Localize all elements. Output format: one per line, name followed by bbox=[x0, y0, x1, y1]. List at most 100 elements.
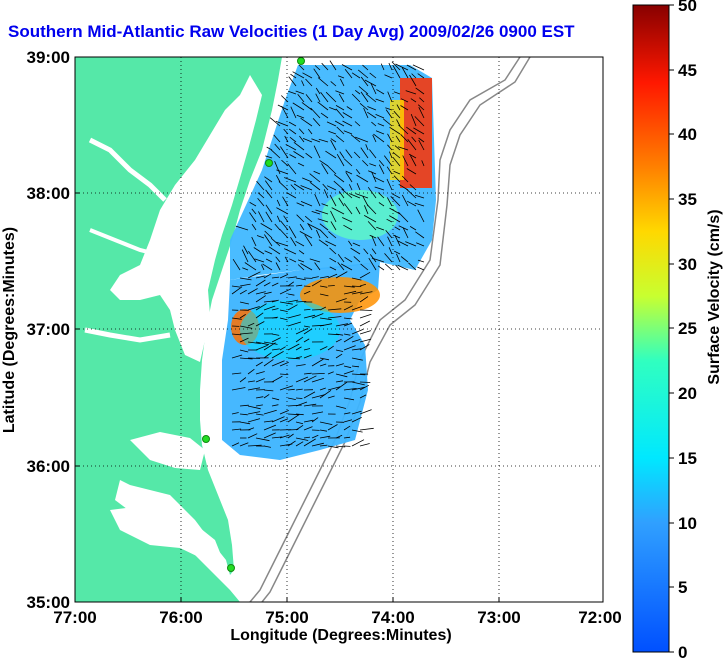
velocity-arrow bbox=[314, 262, 321, 271]
velocity-arrow bbox=[353, 151, 361, 159]
velocity-arrow bbox=[335, 271, 348, 279]
velocity-arrow bbox=[345, 170, 353, 175]
velocity-arrow bbox=[255, 371, 265, 375]
velocity-arrow bbox=[263, 273, 272, 279]
velocity-arrow bbox=[303, 403, 317, 407]
velocity-arrow bbox=[359, 291, 373, 295]
y-tick-label: 38:00 bbox=[27, 184, 70, 203]
velocity-arrow bbox=[359, 427, 374, 431]
velocity-arrow bbox=[311, 279, 322, 287]
velocity-arrow bbox=[287, 321, 302, 327]
velocity-arrow bbox=[330, 139, 337, 151]
velocity-arrow bbox=[239, 332, 253, 335]
velocity-arrow bbox=[319, 223, 329, 231]
velocity-arrow bbox=[239, 301, 249, 305]
velocity-arrow bbox=[289, 136, 297, 143]
velocity-arrow bbox=[392, 193, 401, 199]
velocity-arrow bbox=[319, 389, 332, 399]
velocity-arrow bbox=[414, 194, 425, 199]
velocity-arrow bbox=[249, 212, 257, 223]
velocity-arrow bbox=[289, 258, 297, 263]
velocity-arrow bbox=[239, 349, 249, 353]
velocity-arrow bbox=[271, 337, 281, 343]
velocity-arrow bbox=[307, 128, 313, 135]
velocity-arrow bbox=[263, 352, 272, 359]
velocity-arrow bbox=[288, 128, 297, 135]
velocity-arrow bbox=[342, 120, 353, 127]
velocity-arrow bbox=[335, 333, 344, 336]
velocity-arrow bbox=[287, 314, 301, 319]
velocity-arrow bbox=[349, 193, 361, 199]
velocity-arrow bbox=[290, 184, 297, 191]
velocity-arrow bbox=[325, 240, 337, 247]
x-tick-label: 74:00 bbox=[371, 608, 414, 627]
velocity-arrow bbox=[258, 211, 265, 223]
velocity-arrow bbox=[263, 341, 278, 345]
velocity-arrow bbox=[327, 386, 341, 391]
velocity-arrow bbox=[290, 73, 297, 79]
velocity-arrow bbox=[335, 323, 348, 327]
velocity-arrow bbox=[321, 203, 329, 207]
velocity-arrow bbox=[366, 204, 377, 215]
velocity-arrow bbox=[265, 211, 273, 223]
velocity-arrow bbox=[353, 256, 361, 263]
velocity-arrow bbox=[363, 248, 369, 255]
velocity-arrow bbox=[255, 341, 269, 346]
velocity-arrow bbox=[386, 166, 393, 175]
velocity-arrow bbox=[396, 104, 401, 111]
velocity-arrow bbox=[257, 192, 265, 199]
velocity-arrow bbox=[385, 229, 393, 239]
velocity-arrow bbox=[350, 247, 361, 255]
velocity-arrow bbox=[265, 189, 273, 199]
velocity-arrow bbox=[301, 102, 313, 111]
velocity-arrow bbox=[369, 72, 377, 79]
velocity-arrow bbox=[367, 106, 377, 111]
velocity-arrow bbox=[295, 364, 306, 367]
velocity-arrow bbox=[281, 95, 289, 103]
velocity-arrow bbox=[371, 248, 377, 255]
velocity-arrow bbox=[410, 113, 417, 127]
velocity-arrow bbox=[360, 76, 369, 87]
chesapeake-bay bbox=[110, 75, 262, 362]
velocity-arrow bbox=[356, 174, 369, 183]
velocity-arrow bbox=[329, 107, 337, 111]
velocity-arrow bbox=[231, 372, 242, 375]
velocity-arrow bbox=[239, 277, 252, 281]
velocity-arrow bbox=[247, 271, 261, 279]
velocity-arrow bbox=[286, 192, 297, 199]
velocity-arrow bbox=[387, 133, 393, 143]
velocity-arrow bbox=[269, 117, 281, 127]
velocity-arrow bbox=[351, 93, 361, 103]
colorbar-tick-label: 0 bbox=[678, 643, 687, 659]
velocity-arrow bbox=[418, 139, 425, 151]
velocity-arrow bbox=[239, 357, 253, 360]
velocity-arrow bbox=[340, 263, 353, 271]
velocity-patch-green bbox=[322, 190, 398, 240]
velocity-arrow bbox=[271, 308, 279, 311]
velocity-arrow bbox=[359, 309, 373, 311]
velocity-hotspot-ne bbox=[400, 78, 432, 188]
velocity-arrow bbox=[303, 348, 311, 351]
velocity-arrow bbox=[378, 202, 385, 207]
velocity-arrow bbox=[343, 130, 353, 135]
velocity-arrow bbox=[395, 63, 409, 71]
velocity-arrow bbox=[295, 401, 308, 407]
velocity-arrow bbox=[371, 121, 377, 127]
velocity-arrow bbox=[287, 343, 300, 351]
velocity-arrow bbox=[253, 247, 265, 255]
velocity-arrow bbox=[417, 73, 425, 79]
velocity-arrow bbox=[299, 231, 313, 239]
velocity-arrow bbox=[369, 234, 377, 239]
velocity-arrow bbox=[275, 256, 281, 263]
velocity-arrow bbox=[384, 253, 393, 263]
velocity-arrow bbox=[354, 121, 361, 127]
velocity-arrow bbox=[265, 204, 273, 215]
velocity-arrow bbox=[296, 202, 305, 207]
velocity-arrow bbox=[264, 234, 273, 247]
velocity-arrow bbox=[335, 363, 344, 367]
velocity-arrow bbox=[319, 285, 328, 288]
velocity-arrow bbox=[264, 180, 273, 191]
velocity-arrow bbox=[288, 121, 297, 127]
velocity-arrow bbox=[355, 193, 369, 199]
velocity-arrow bbox=[276, 215, 281, 223]
